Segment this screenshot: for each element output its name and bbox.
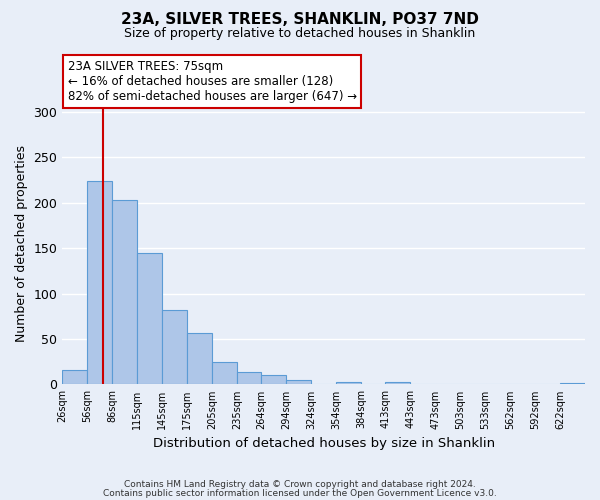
Bar <box>161 310 187 384</box>
Bar <box>212 362 237 384</box>
Bar <box>62 370 88 384</box>
Bar <box>336 382 361 384</box>
Text: Size of property relative to detached houses in Shanklin: Size of property relative to detached ho… <box>124 28 476 40</box>
Text: Contains public sector information licensed under the Open Government Licence v3: Contains public sector information licen… <box>103 488 497 498</box>
Y-axis label: Number of detached properties: Number of detached properties <box>15 145 28 342</box>
Text: 23A, SILVER TREES, SHANKLIN, PO37 7ND: 23A, SILVER TREES, SHANKLIN, PO37 7ND <box>121 12 479 28</box>
Bar <box>112 200 137 384</box>
Bar <box>137 253 161 384</box>
Bar <box>385 382 410 384</box>
Bar <box>237 372 261 384</box>
Text: Contains HM Land Registry data © Crown copyright and database right 2024.: Contains HM Land Registry data © Crown c… <box>124 480 476 489</box>
Bar <box>187 332 212 384</box>
Text: 23A SILVER TREES: 75sqm
← 16% of detached houses are smaller (128)
82% of semi-d: 23A SILVER TREES: 75sqm ← 16% of detache… <box>68 60 356 103</box>
Bar <box>286 380 311 384</box>
Bar <box>261 376 286 384</box>
Bar <box>560 382 585 384</box>
Bar <box>88 181 112 384</box>
X-axis label: Distribution of detached houses by size in Shanklin: Distribution of detached houses by size … <box>152 437 495 450</box>
